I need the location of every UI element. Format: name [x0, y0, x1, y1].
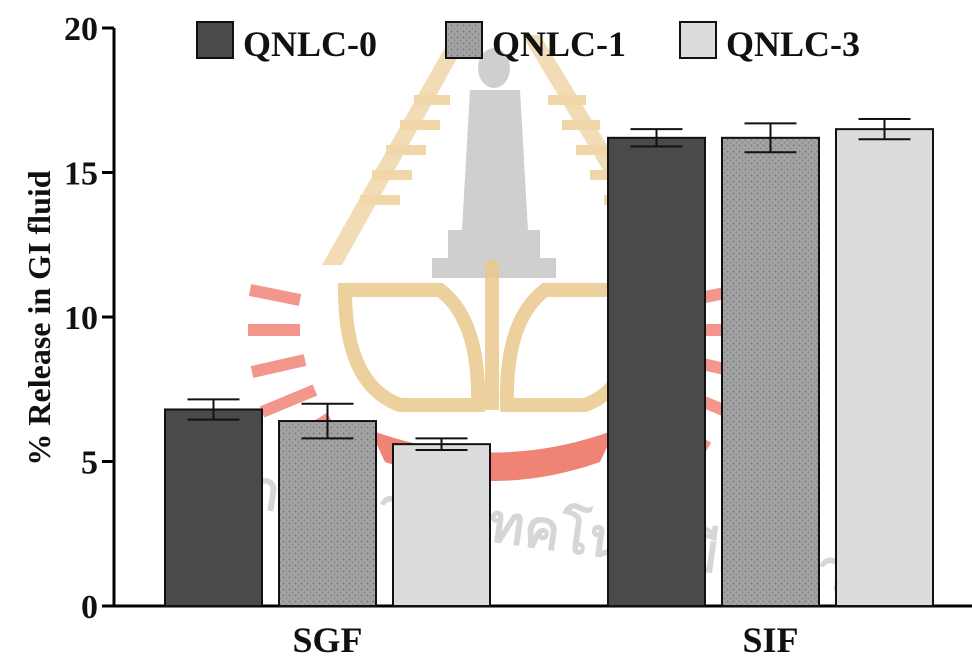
- legend-swatch-qnlc-1: [445, 21, 483, 59]
- y-tick-label: 20: [64, 11, 98, 48]
- bar-qnlc-3-sgf: [392, 443, 491, 607]
- x-category-label-sgf: SGF: [292, 620, 362, 660]
- y-axis-ticks: 0 5 10 15 20: [64, 11, 114, 626]
- bar-qnlc-0-sgf: [164, 408, 263, 608]
- legend-label-qnlc-1: QNLC-1: [492, 24, 626, 64]
- legend-swatch-qnlc-3: [679, 21, 717, 59]
- bar-qnlc-3-sif: [835, 128, 934, 607]
- bar-qnlc-1-sgf: [278, 420, 377, 608]
- x-category-label-sif: SIF: [742, 620, 798, 660]
- y-axis-title: % Release in GI fluid: [21, 170, 57, 465]
- bar-qnlc-0-sif: [607, 136, 706, 607]
- legend-label-qnlc-0: QNLC-0: [243, 24, 377, 64]
- y-tick-label: 10: [64, 300, 98, 337]
- y-tick-label: 15: [64, 156, 98, 193]
- bar-group: [164, 128, 934, 608]
- legend: QNLC-0 QNLC-1 QNLC-3: [196, 21, 860, 64]
- error-bar-group: [187, 118, 911, 451]
- y-tick-label: 0: [81, 589, 98, 626]
- bar-qnlc-1-sif: [721, 136, 820, 607]
- legend-swatch-qnlc-0: [196, 21, 234, 59]
- y-tick-label: 5: [81, 445, 98, 482]
- x-axis-category-labels: SGF SIF: [292, 620, 798, 660]
- legend-label-qnlc-3: QNLC-3: [726, 24, 860, 64]
